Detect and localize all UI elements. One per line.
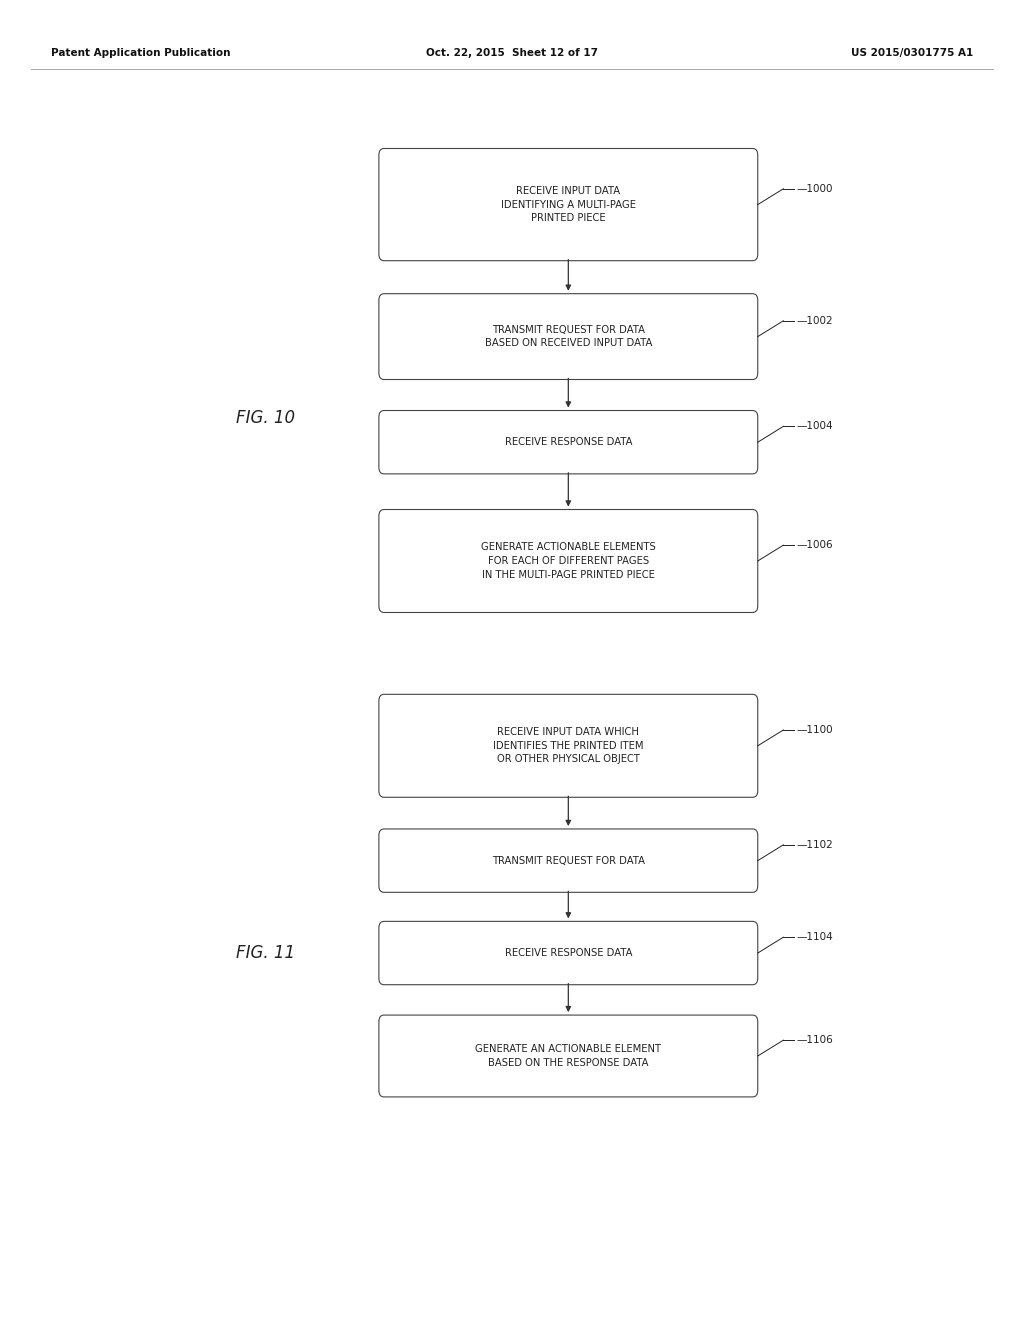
- Text: GENERATE ACTIONABLE ELEMENTS
FOR EACH OF DIFFERENT PAGES
IN THE MULTI-PAGE PRINT: GENERATE ACTIONABLE ELEMENTS FOR EACH OF…: [481, 543, 655, 579]
- Text: RECEIVE RESPONSE DATA: RECEIVE RESPONSE DATA: [505, 437, 632, 447]
- Text: GENERATE AN ACTIONABLE ELEMENT
BASED ON THE RESPONSE DATA: GENERATE AN ACTIONABLE ELEMENT BASED ON …: [475, 1044, 662, 1068]
- Text: —1002: —1002: [797, 315, 834, 326]
- FancyBboxPatch shape: [379, 510, 758, 612]
- Text: —1004: —1004: [797, 421, 834, 432]
- Text: —1106: —1106: [797, 1035, 834, 1045]
- Text: RECEIVE INPUT DATA WHICH
IDENTIFIES THE PRINTED ITEM
OR OTHER PHYSICAL OBJECT: RECEIVE INPUT DATA WHICH IDENTIFIES THE …: [494, 727, 643, 764]
- Text: —1102: —1102: [797, 840, 834, 850]
- FancyBboxPatch shape: [379, 293, 758, 380]
- Text: TRANSMIT REQUEST FOR DATA
BASED ON RECEIVED INPUT DATA: TRANSMIT REQUEST FOR DATA BASED ON RECEI…: [484, 325, 652, 348]
- Text: FIG. 10: FIG. 10: [236, 409, 295, 428]
- Text: Oct. 22, 2015  Sheet 12 of 17: Oct. 22, 2015 Sheet 12 of 17: [426, 48, 598, 58]
- Text: US 2015/0301775 A1: US 2015/0301775 A1: [851, 48, 973, 58]
- FancyBboxPatch shape: [379, 829, 758, 892]
- Text: —1100: —1100: [797, 725, 834, 735]
- Text: —1006: —1006: [797, 540, 834, 550]
- Text: RECEIVE RESPONSE DATA: RECEIVE RESPONSE DATA: [505, 948, 632, 958]
- FancyBboxPatch shape: [379, 149, 758, 261]
- Text: —1104: —1104: [797, 932, 834, 942]
- FancyBboxPatch shape: [379, 1015, 758, 1097]
- Text: RECEIVE INPUT DATA
IDENTIFYING A MULTI-PAGE
PRINTED PIECE: RECEIVE INPUT DATA IDENTIFYING A MULTI-P…: [501, 186, 636, 223]
- FancyBboxPatch shape: [379, 921, 758, 985]
- FancyBboxPatch shape: [379, 411, 758, 474]
- Text: Patent Application Publication: Patent Application Publication: [51, 48, 230, 58]
- Text: TRANSMIT REQUEST FOR DATA: TRANSMIT REQUEST FOR DATA: [492, 855, 645, 866]
- FancyBboxPatch shape: [379, 694, 758, 797]
- Text: —1000: —1000: [797, 183, 834, 194]
- Text: FIG. 11: FIG. 11: [236, 944, 295, 962]
